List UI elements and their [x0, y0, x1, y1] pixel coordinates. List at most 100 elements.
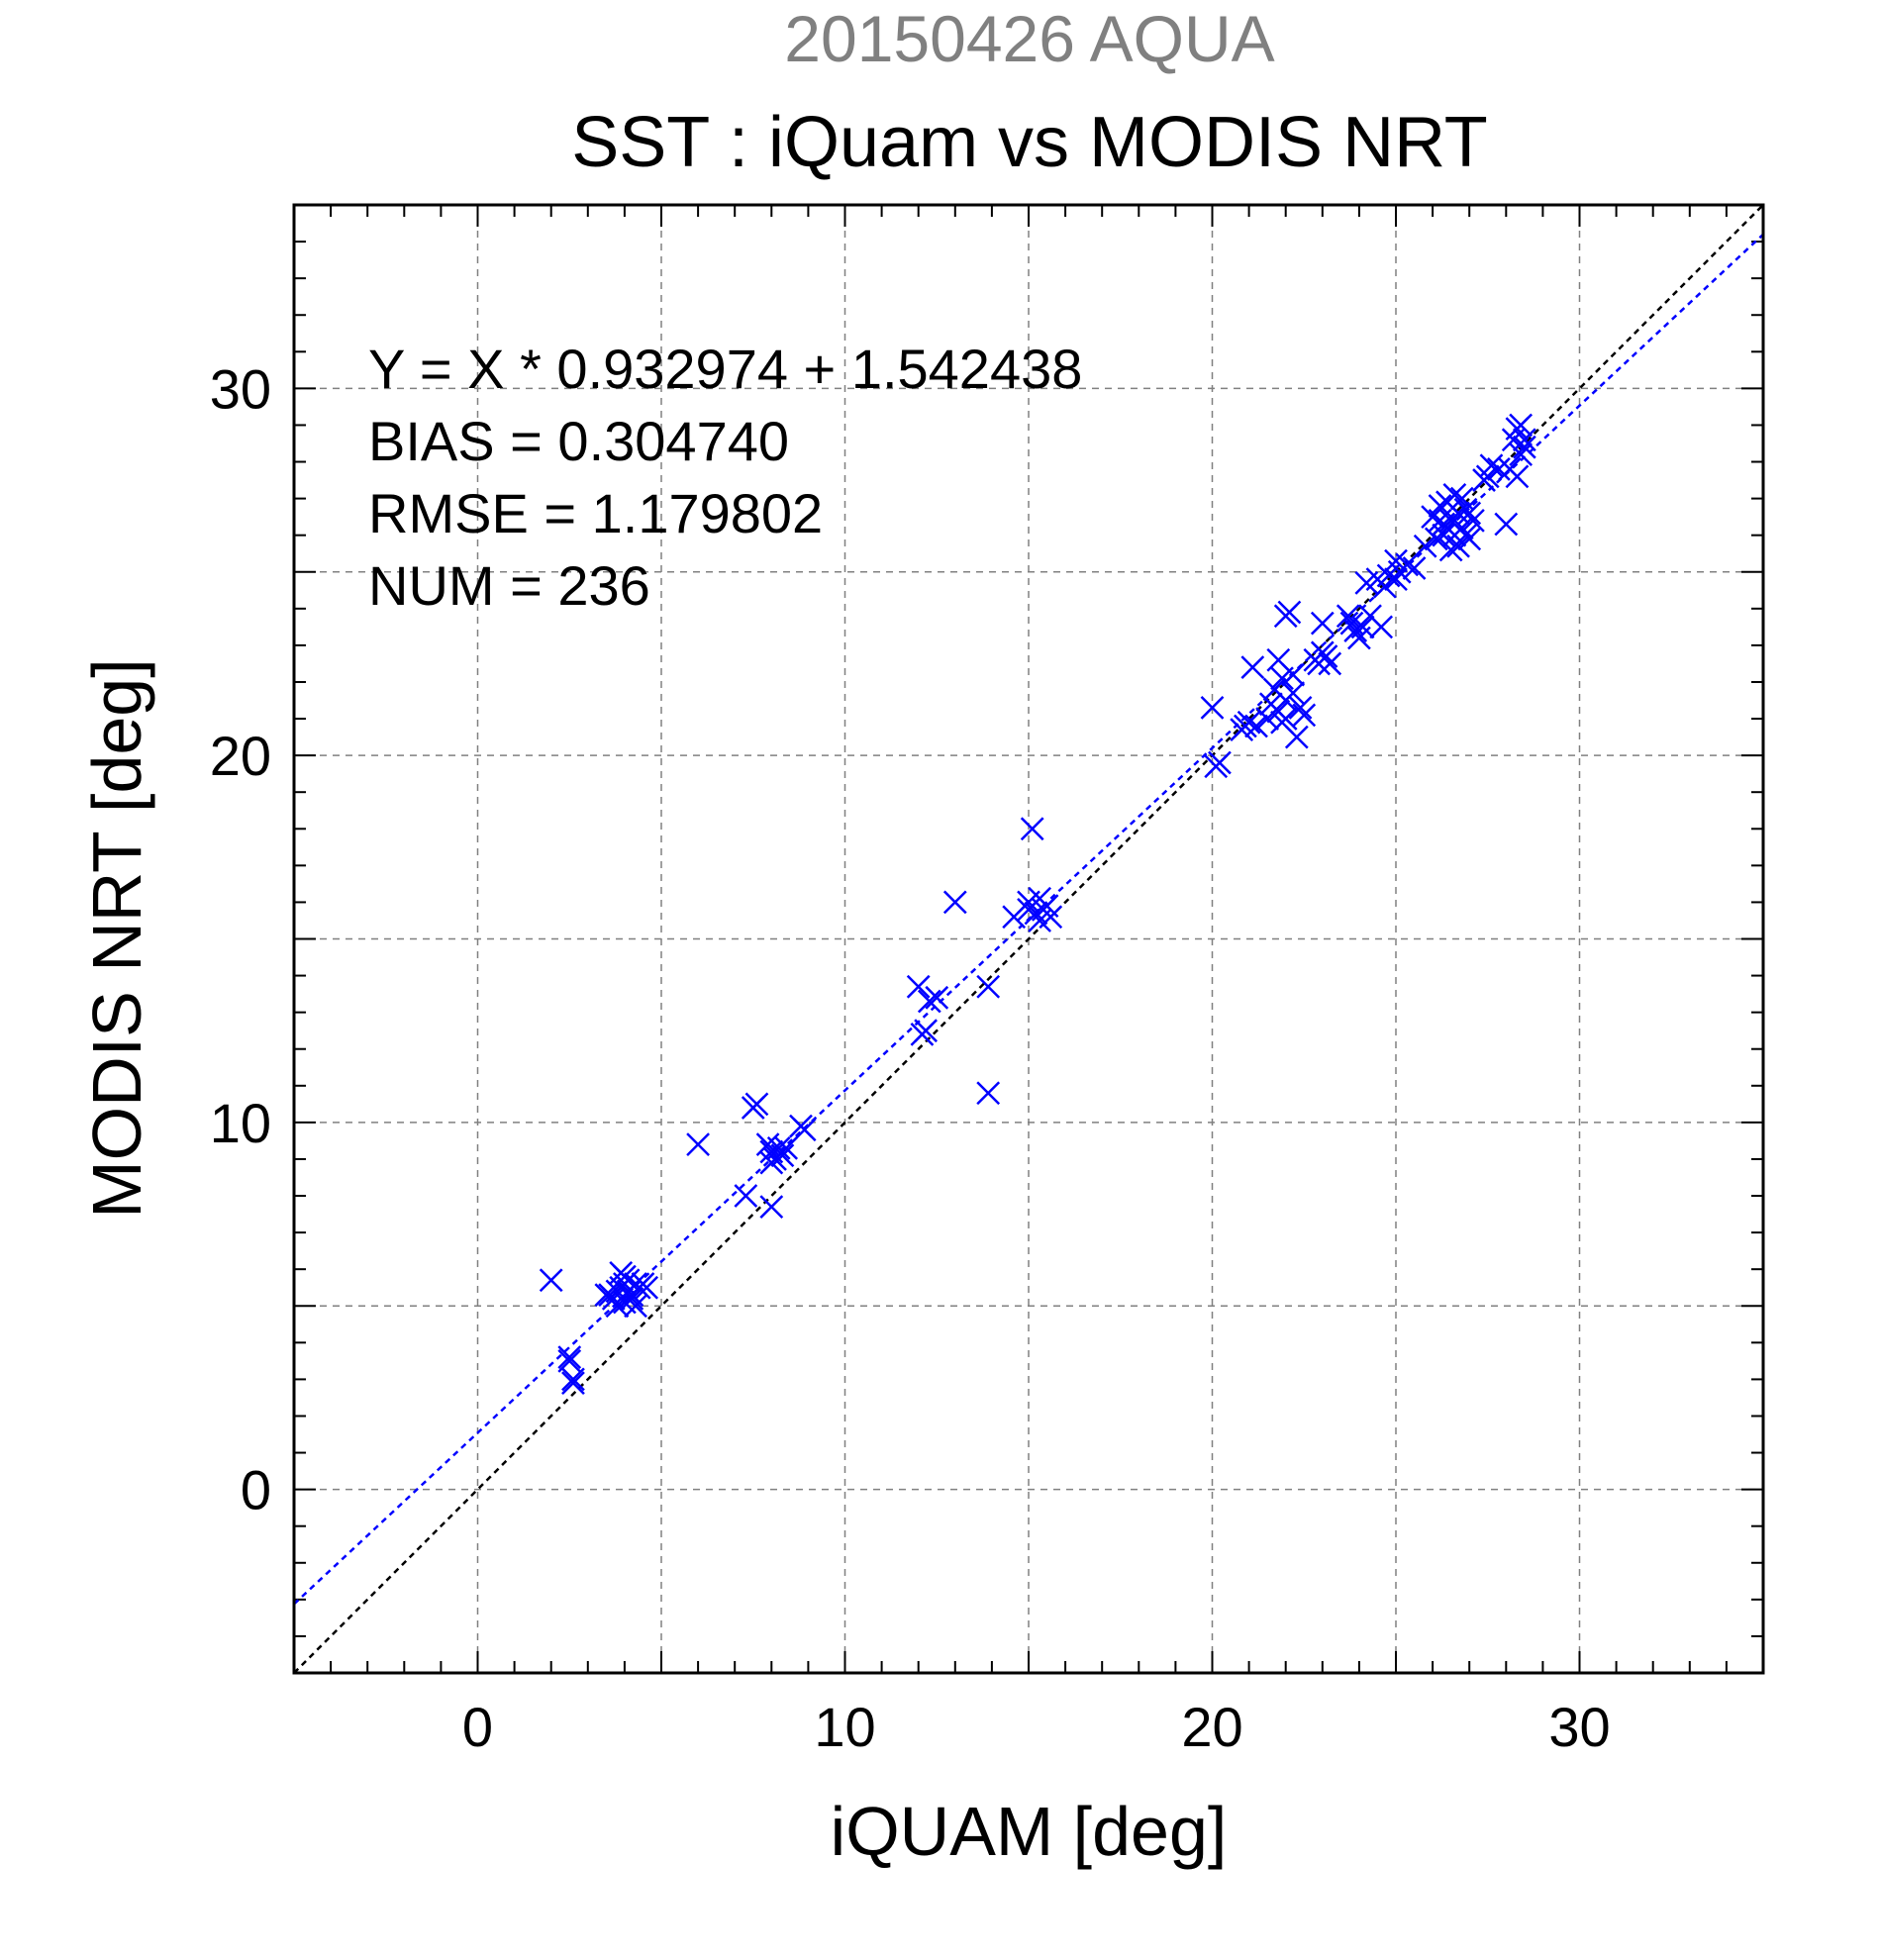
data-point	[1288, 696, 1313, 720]
data-point	[1200, 696, 1225, 720]
data-point-stroke	[594, 1283, 619, 1308]
data-point	[557, 1348, 582, 1373]
data-point	[1336, 604, 1360, 629]
data-point-stroke	[561, 1371, 585, 1395]
data-point-stroke	[1413, 534, 1437, 558]
data-point-stroke	[1358, 604, 1382, 629]
data-point	[1461, 508, 1485, 533]
data-point	[942, 890, 967, 915]
data-point	[1494, 512, 1519, 537]
data-point	[620, 1286, 644, 1311]
data-point-stroke	[1336, 604, 1360, 629]
data-point-stroke	[1273, 604, 1298, 629]
data-point	[755, 1132, 780, 1157]
data-point-stroke	[1449, 486, 1474, 511]
data-point-stroke	[1512, 428, 1536, 452]
data-point	[1512, 435, 1536, 459]
data-point	[1449, 486, 1474, 511]
data-point-stroke	[601, 1286, 626, 1311]
data-point	[1395, 552, 1420, 577]
data-point-stroke	[1270, 710, 1294, 735]
data-point	[1479, 453, 1504, 478]
data-point-stroke	[1262, 677, 1287, 702]
data-point-stroke	[557, 1345, 582, 1370]
data-point-stroke	[1318, 651, 1342, 676]
data-point	[1208, 750, 1232, 775]
data-point-stroke	[624, 1294, 647, 1319]
data-point-stroke	[1509, 442, 1534, 466]
data-point	[734, 1184, 758, 1208]
y-tick-label: 0	[241, 1459, 271, 1521]
data-point-stroke	[1402, 556, 1427, 580]
data-point-stroke	[1292, 703, 1317, 728]
data-point-stroke	[1428, 508, 1452, 533]
stat-line: NUM = 236	[368, 554, 650, 617]
data-point-stroke	[1494, 512, 1519, 537]
data-point-stroke	[616, 1268, 641, 1293]
data-point-stroke	[1288, 696, 1313, 720]
data-point-stroke	[1442, 483, 1467, 507]
data-point	[1453, 523, 1478, 547]
data-point	[561, 1371, 585, 1395]
data-point	[925, 985, 949, 1010]
data-point-stroke	[906, 974, 931, 999]
stat-line: Y = X * 0.932974 + 1.542438	[368, 338, 1082, 400]
data-point	[1024, 901, 1048, 926]
data-point	[1350, 615, 1375, 639]
data-point	[1428, 508, 1452, 533]
data-point-stroke	[1350, 615, 1375, 639]
stat-line: RMSE = 1.179802	[368, 482, 823, 544]
data-point	[1270, 710, 1294, 735]
data-point-stroke	[1453, 523, 1478, 547]
chart-title: SST : iQuam vs MODIS NRT	[571, 103, 1488, 182]
data-point	[1505, 464, 1530, 489]
data-point-stroke	[914, 1019, 939, 1043]
data-point	[789, 1114, 813, 1138]
data-point-stroke	[759, 1139, 784, 1164]
data-point-stroke	[942, 890, 967, 915]
data-point-stroke	[1512, 435, 1536, 459]
data-point	[1292, 703, 1317, 728]
data-point	[557, 1345, 582, 1370]
data-point	[917, 989, 941, 1014]
data-point	[1255, 707, 1280, 731]
x-axis-title: iQUAM [deg]	[831, 1793, 1228, 1870]
data-point-stroke	[686, 1132, 710, 1157]
data-point-stroke	[1244, 714, 1268, 738]
data-point	[1457, 501, 1482, 526]
data-point-stroke	[789, 1114, 813, 1138]
data-point	[1310, 611, 1335, 636]
x-tick-labels: 0 10 20 30	[462, 1696, 1611, 1758]
data-point-stroke	[539, 1268, 563, 1293]
data-point	[1028, 909, 1052, 932]
data-point	[1244, 714, 1268, 738]
data-point	[744, 1092, 769, 1117]
data-point-stroke	[976, 1081, 1001, 1106]
data-point-stroke	[1310, 640, 1335, 665]
data-point	[561, 1367, 585, 1392]
data-point-stroke	[755, 1132, 780, 1157]
data-point	[906, 974, 931, 999]
data-points	[539, 413, 1536, 1395]
data-point	[1266, 647, 1291, 672]
data-point-stroke	[1505, 464, 1530, 489]
data-point-stroke	[759, 1195, 784, 1220]
data-point-stroke	[1208, 750, 1232, 775]
data-point	[1446, 534, 1470, 558]
stat-line: BIAS = 0.304740	[368, 410, 789, 472]
data-point-stroke	[770, 1143, 795, 1168]
data-point	[1402, 556, 1427, 580]
data-point	[914, 1019, 939, 1043]
data-point	[1509, 442, 1534, 466]
regression-stats: Y = X * 0.932974 + 1.542438 BIAS = 0.3047…	[368, 338, 1082, 617]
data-point	[1442, 483, 1467, 507]
data-point-stroke	[1339, 611, 1364, 636]
y-tick-labels: 0 10 20 30	[210, 357, 271, 1520]
y-tick-label: 10	[210, 1092, 271, 1154]
x-tick-label: 30	[1548, 1696, 1610, 1758]
data-point-stroke	[759, 1150, 784, 1175]
data-point-stroke	[1509, 413, 1534, 438]
data-point	[686, 1132, 710, 1157]
x-tick-label: 0	[462, 1696, 493, 1758]
